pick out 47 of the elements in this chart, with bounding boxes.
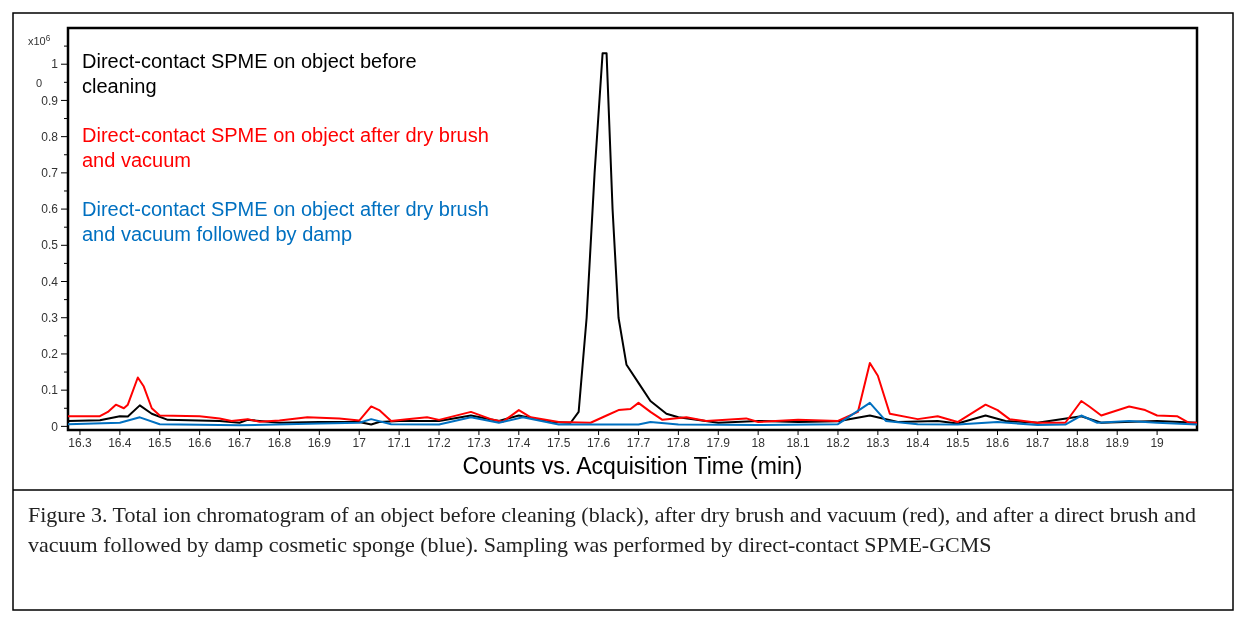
x-tick-label: 16.6 [187, 436, 212, 450]
y-tick-label: 0.1 [41, 383, 59, 398]
x-tick-label: 18.4 [906, 436, 930, 450]
x-tick-label: 18 [751, 436, 766, 450]
x-tick-label: 17.7 [626, 436, 651, 450]
y-tick-label: 0.8 [41, 129, 59, 144]
x-tick-label: 16.4 [108, 436, 132, 450]
x-tick-label: 16.9 [307, 436, 332, 450]
x-tick-label: 18.8 [1065, 436, 1090, 450]
y-tick-label: 0.3 [41, 310, 59, 325]
y-axis-title: x10$^{6}$ [28, 33, 51, 47]
y-tick-label: 1 [51, 57, 59, 72]
y-tick-label: 0.9 [41, 93, 59, 108]
x-tick-label: 16.3 [68, 436, 92, 450]
x-axis-title: Counts vs. Acquisition Time (min) [462, 453, 803, 479]
x-tick-label: 18.5 [945, 436, 970, 450]
y-tick-label: 0.5 [41, 238, 59, 253]
x-tick-label: 17.4 [507, 436, 531, 450]
x-tick-label: 16.7 [227, 436, 252, 450]
x-tick-label: 18.2 [826, 436, 850, 450]
text: Direct-contact SPME on object before cleaning [82, 50, 417, 97]
text: Direct-contact SPME on object after dry brush and vacuum [82, 124, 489, 171]
x-tick-label: 18.3 [866, 436, 890, 450]
x-tick-label: 18.6 [985, 436, 1010, 450]
x-tick-label: 18.1 [786, 436, 811, 450]
x-tick-label: 19 [1150, 436, 1165, 450]
x-tick-label: 17.9 [706, 436, 731, 450]
x-tick-label: 17.8 [666, 436, 691, 450]
x-tick-label: 17.6 [586, 436, 611, 450]
text: Direct-contact SPME on object after dry brush and vacuum followed by damp [82, 198, 489, 245]
y-tick-label: 0.6 [41, 202, 59, 217]
x-tick-label: 17.5 [547, 436, 571, 450]
y-tick-label: 0.4 [41, 274, 59, 289]
x-tick-label: 17.2 [427, 436, 452, 450]
line-series [68, 401, 1197, 427]
x-tick-label: 17 [352, 436, 367, 450]
x-tick-label: 18.7 [1025, 436, 1050, 450]
x-tick-label: 18.9 [1105, 436, 1130, 450]
x-tick-label: 17.1 [387, 436, 412, 450]
caption: Figure 3. Total ion chromatogram of an object before cleaning (black), after dry brush and vacuum (red), and after a direct brush and vacuum followed by damp cosmetic sponge (blue). Sampling was performed by direct-contact SPME-GCMS [28, 502, 1196, 557]
x-tick-label: 17.3 [467, 436, 491, 450]
y-tick-label: 0 [51, 419, 59, 434]
x-tick-label: 16.8 [267, 436, 292, 450]
y-tick-label: 0.2 [41, 347, 59, 362]
x-tick-label: 16.5 [148, 436, 172, 450]
y-tick-label: 0.7 [41, 166, 59, 181]
line-series [68, 362, 1197, 424]
